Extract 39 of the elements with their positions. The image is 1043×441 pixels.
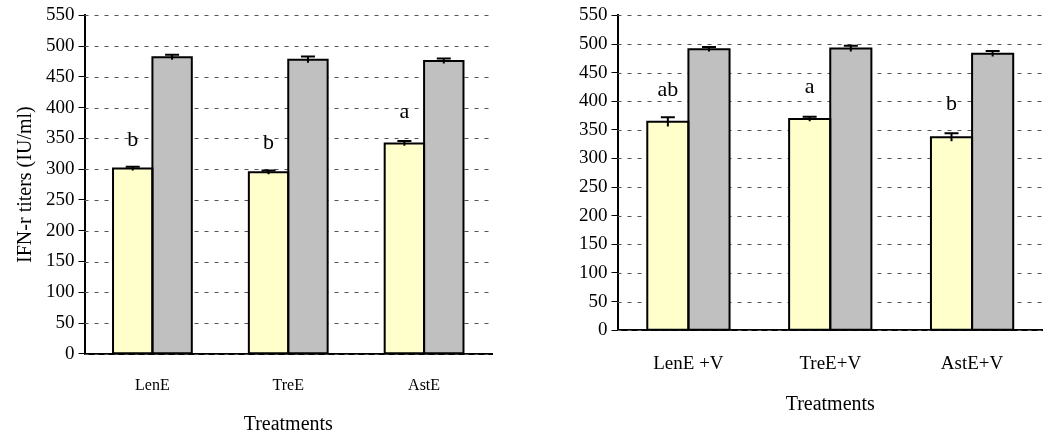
y-tick-label: 450 xyxy=(579,60,608,82)
x-tick-label: AstE+V xyxy=(940,351,1004,373)
y-tick-label: 0 xyxy=(598,318,608,340)
x-tick-label: LenE +V xyxy=(653,351,724,373)
y-tick-label: 550 xyxy=(579,3,608,25)
y-tick-label: 250 xyxy=(46,187,75,209)
y-tick-label: 400 xyxy=(46,95,75,117)
y-tick-label: 0 xyxy=(65,341,75,363)
y-tick-label: 500 xyxy=(579,32,608,53)
annotation: b xyxy=(263,128,275,154)
x-axis-title: Treatments xyxy=(243,412,334,435)
x-tick-label: AstE xyxy=(408,375,441,393)
annotation: b xyxy=(127,125,139,151)
y-tick-label: 550 xyxy=(46,3,75,25)
x-tick-label: TreE xyxy=(272,375,304,393)
y-tick-label: 150 xyxy=(579,232,608,254)
y-tick-label: 100 xyxy=(46,280,75,302)
y-tick-label: 150 xyxy=(46,249,75,271)
y-tick-label: 400 xyxy=(579,89,608,111)
x-tick-label: LenE xyxy=(135,375,170,393)
y-tick-label: 350 xyxy=(579,117,608,139)
y-tick-label: 300 xyxy=(579,146,608,168)
y-tick-label: 350 xyxy=(46,126,75,148)
annotation: ab xyxy=(657,76,679,102)
y-tick-label: 200 xyxy=(46,218,75,240)
x-tick-label: TreE+V xyxy=(799,351,862,373)
y-tick-label: 450 xyxy=(46,64,75,86)
annotation: a xyxy=(804,73,815,99)
x-axis-title: Treatments xyxy=(785,392,876,415)
y-tick-label: 500 xyxy=(46,34,75,56)
y-tick-label: 250 xyxy=(579,175,608,197)
y-tick-label: 300 xyxy=(46,157,75,179)
annotation: a xyxy=(399,97,410,123)
y-tick-label: 50 xyxy=(588,289,608,311)
annotation: b xyxy=(946,90,958,116)
y-axis-title: IFN-r titers (IU/ml) xyxy=(13,106,37,263)
y-tick-label: 50 xyxy=(55,311,75,333)
y-tick-label: 200 xyxy=(579,203,608,225)
y-tick-label: 100 xyxy=(579,260,608,282)
